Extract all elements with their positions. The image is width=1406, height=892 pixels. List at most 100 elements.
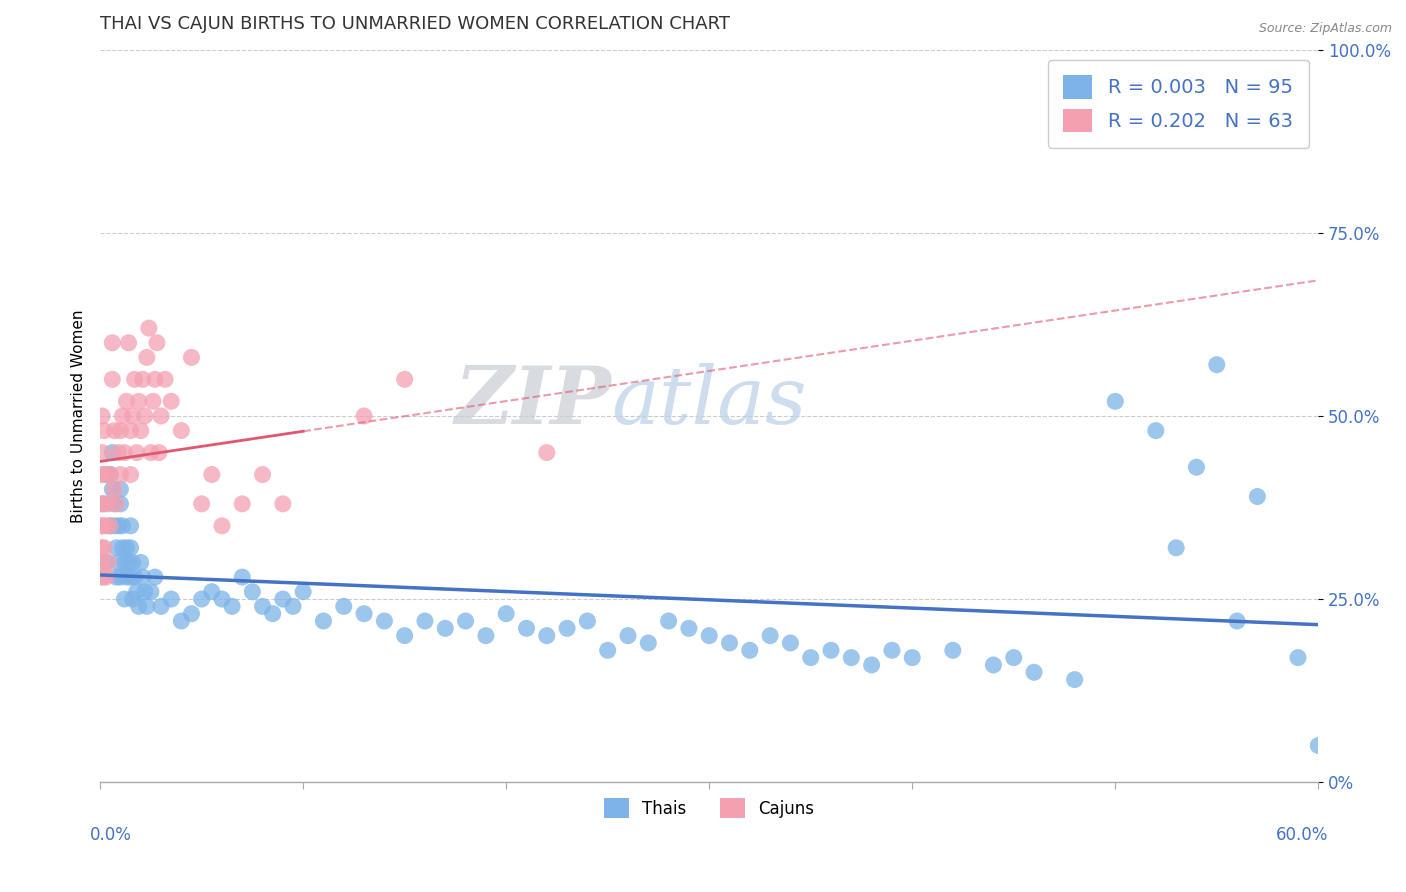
Point — [120, 570, 142, 584]
Point — [413, 614, 436, 628]
Point — [139, 584, 162, 599]
Point — [114, 592, 136, 607]
Point — [678, 621, 700, 635]
Point — [576, 614, 599, 628]
Point — [495, 607, 517, 621]
Point — [231, 497, 253, 511]
Point — [117, 335, 139, 350]
Point — [262, 607, 284, 621]
Point — [96, 556, 118, 570]
Point — [105, 570, 128, 584]
Point — [132, 570, 155, 584]
Point — [394, 372, 416, 386]
Point — [146, 335, 169, 350]
Point — [1144, 424, 1167, 438]
Point — [190, 592, 212, 607]
Point — [107, 518, 129, 533]
Point — [1286, 650, 1309, 665]
Point — [475, 629, 498, 643]
Text: THAI VS CAJUN BIRTHS TO UNMARRIED WOMEN CORRELATION CHART: THAI VS CAJUN BIRTHS TO UNMARRIED WOMEN … — [100, 15, 730, 33]
Point — [105, 541, 128, 555]
Point — [1166, 541, 1188, 555]
Point — [90, 497, 112, 511]
Point — [120, 467, 142, 482]
Point — [281, 599, 304, 614]
Point — [93, 424, 115, 438]
Point — [536, 629, 558, 643]
Point — [121, 592, 143, 607]
Point — [1002, 650, 1025, 665]
Point — [103, 424, 125, 438]
Point — [98, 518, 121, 533]
Point — [91, 556, 114, 570]
Point — [121, 409, 143, 423]
Point — [211, 518, 233, 533]
Point — [1246, 490, 1268, 504]
Point — [201, 584, 224, 599]
Point — [312, 614, 335, 628]
Point — [143, 372, 166, 386]
Point — [111, 518, 134, 533]
Point — [697, 629, 720, 643]
Point — [101, 445, 124, 459]
Point — [98, 467, 121, 482]
Point — [148, 445, 170, 459]
Point — [170, 614, 193, 628]
Point — [105, 497, 128, 511]
Point — [124, 372, 146, 386]
Point — [143, 570, 166, 584]
Point — [91, 409, 114, 423]
Point — [125, 445, 148, 459]
Point — [271, 592, 294, 607]
Point — [134, 584, 156, 599]
Point — [1185, 460, 1208, 475]
Point — [120, 424, 142, 438]
Point — [93, 541, 115, 555]
Point — [115, 541, 138, 555]
Point — [718, 636, 741, 650]
Point — [738, 643, 761, 657]
Text: ZIP: ZIP — [456, 362, 612, 440]
Point — [1104, 394, 1126, 409]
Point — [96, 518, 118, 533]
Point — [128, 599, 150, 614]
Point — [96, 467, 118, 482]
Point — [115, 394, 138, 409]
Point — [880, 643, 903, 657]
Point — [252, 467, 274, 482]
Point — [91, 445, 114, 459]
Point — [555, 621, 578, 635]
Point — [139, 445, 162, 459]
Point — [1205, 358, 1227, 372]
Point — [98, 467, 121, 482]
Point — [180, 607, 202, 621]
Point — [242, 584, 264, 599]
Point — [91, 570, 114, 584]
Point — [93, 467, 115, 482]
Point — [120, 541, 142, 555]
Text: Source: ZipAtlas.com: Source: ZipAtlas.com — [1258, 22, 1392, 36]
Point — [110, 570, 132, 584]
Point — [150, 409, 173, 423]
Point — [637, 636, 659, 650]
Point — [129, 556, 152, 570]
Point — [97, 556, 120, 570]
Point — [142, 394, 165, 409]
Point — [454, 614, 477, 628]
Point — [515, 621, 537, 635]
Point — [150, 599, 173, 614]
Point — [135, 351, 157, 365]
Point — [114, 556, 136, 570]
Point — [103, 518, 125, 533]
Point — [117, 556, 139, 570]
Point — [120, 518, 142, 533]
Point — [138, 321, 160, 335]
Legend: Thais, Cajuns: Thais, Cajuns — [598, 791, 821, 825]
Point — [536, 445, 558, 459]
Point — [434, 621, 457, 635]
Point — [170, 424, 193, 438]
Point — [221, 599, 243, 614]
Point — [779, 636, 801, 650]
Point — [111, 541, 134, 555]
Point — [110, 467, 132, 482]
